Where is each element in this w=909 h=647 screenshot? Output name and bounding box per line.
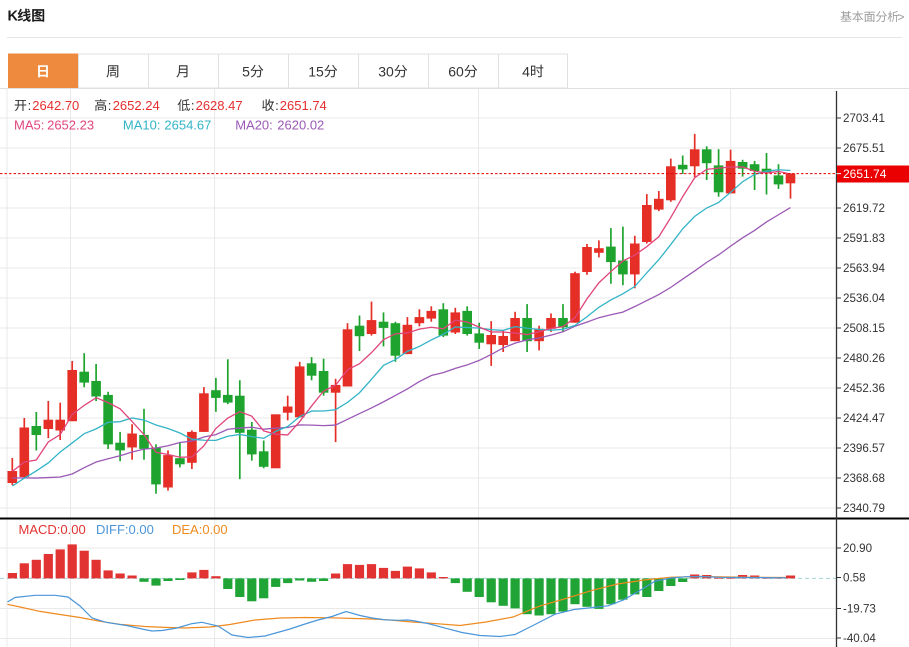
svg-text:15: 15 <box>308 63 324 79</box>
svg-text:2628.47: 2628.47 <box>196 98 243 113</box>
svg-text:2652.23: 2652.23 <box>47 118 94 133</box>
svg-text:K: K <box>8 9 19 25</box>
svg-text:DIFF:0.00: DIFF:0.00 <box>96 522 154 537</box>
svg-text:2703.41: 2703.41 <box>843 112 885 125</box>
svg-text:2563.94: 2563.94 <box>843 262 885 275</box>
svg-text:4: 4 <box>522 63 530 79</box>
svg-text:2508.15: 2508.15 <box>843 322 885 335</box>
svg-text:30: 30 <box>378 63 394 79</box>
svg-text:-19.73: -19.73 <box>843 603 876 616</box>
svg-text::: : <box>108 98 112 113</box>
svg-text:2536.04: 2536.04 <box>843 292 885 305</box>
svg-text::: : <box>275 98 279 113</box>
svg-text:2452.36: 2452.36 <box>843 382 885 395</box>
svg-text:MA5:: MA5: <box>14 118 44 133</box>
svg-text:2642.70: 2642.70 <box>32 98 79 113</box>
svg-text::: : <box>28 98 32 113</box>
svg-text:MACD:0.00: MACD:0.00 <box>19 522 86 537</box>
svg-text:2651.74: 2651.74 <box>843 167 887 181</box>
svg-text:2620.02: 2620.02 <box>277 118 324 133</box>
svg-text:5: 5 <box>242 63 250 79</box>
svg-text:2619.72: 2619.72 <box>843 202 885 215</box>
svg-text:2396.57: 2396.57 <box>843 442 885 455</box>
svg-text:2424.47: 2424.47 <box>843 412 885 425</box>
svg-text:MA20:: MA20: <box>235 118 273 133</box>
svg-text::: : <box>191 98 195 113</box>
svg-text:2652.24: 2652.24 <box>113 98 160 113</box>
svg-text:60: 60 <box>448 63 464 79</box>
svg-text:2368.68: 2368.68 <box>843 472 885 485</box>
svg-text:MA10:: MA10: <box>123 118 161 133</box>
svg-text:DEA:0.00: DEA:0.00 <box>172 522 228 537</box>
svg-text:0.58: 0.58 <box>843 572 866 585</box>
svg-text:2675.51: 2675.51 <box>843 142 885 155</box>
svg-text:20.90: 20.90 <box>843 542 872 555</box>
svg-text:2340.79: 2340.79 <box>843 502 885 515</box>
svg-text:2651.74: 2651.74 <box>280 98 327 113</box>
svg-text:2591.83: 2591.83 <box>843 232 885 245</box>
svg-text:2654.67: 2654.67 <box>164 118 211 133</box>
svg-text:-40.04: -40.04 <box>843 632 876 645</box>
svg-text:>: > <box>898 10 905 24</box>
svg-text:2480.26: 2480.26 <box>843 352 885 365</box>
